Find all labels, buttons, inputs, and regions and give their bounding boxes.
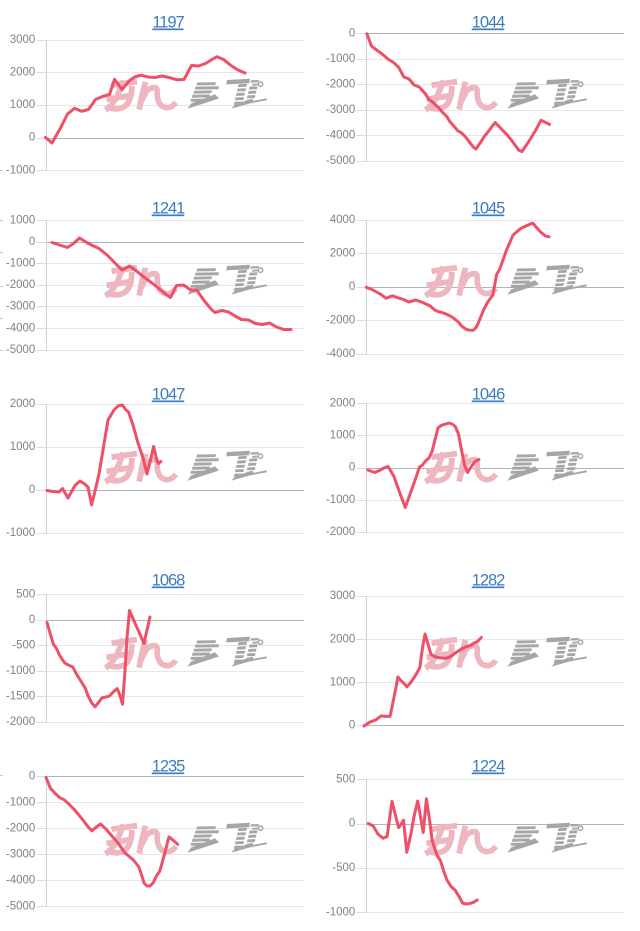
svg-text:1045: 1045	[472, 200, 505, 218]
svg-text:-2000: -2000	[326, 79, 355, 91]
svg-text:0: 0	[349, 462, 355, 474]
svg-text:0: 0	[29, 484, 35, 496]
svg-text:0: 0	[349, 281, 355, 293]
svg-text:-2000: -2000	[6, 279, 35, 291]
svg-text:1000: 1000	[330, 430, 356, 442]
svg-text:-2000: -2000	[326, 315, 355, 327]
svg-text:2000: 2000	[10, 398, 36, 410]
svg-text:1000: 1000	[10, 441, 36, 453]
svg-text:1235: 1235	[152, 758, 185, 776]
svg-text:1068: 1068	[152, 572, 185, 590]
svg-text:-4000: -4000	[6, 874, 35, 886]
svg-text:1241: 1241	[152, 200, 185, 218]
svg-text:-1000: -1000	[6, 258, 35, 270]
svg-text:-2000: -2000	[326, 526, 355, 538]
svg-text:3000: 3000	[10, 34, 36, 46]
svg-text:-1000: -1000	[326, 53, 355, 65]
svg-text:-2000: -2000	[6, 716, 35, 728]
svg-text:1224: 1224	[472, 758, 505, 776]
svg-text:-4000: -4000	[326, 130, 355, 142]
svg-text:3000: 3000	[330, 590, 356, 602]
svg-text:1044: 1044	[472, 14, 505, 32]
svg-text:-1000: -1000	[326, 906, 355, 918]
svg-text:-3000: -3000	[326, 104, 355, 116]
svg-text:500: 500	[336, 773, 355, 785]
svg-text:-4000: -4000	[6, 322, 35, 334]
svg-text:-1000: -1000	[326, 494, 355, 506]
svg-text:2000: 2000	[330, 247, 356, 259]
svg-text:2000: 2000	[330, 397, 356, 409]
svg-text:0: 0	[349, 818, 355, 830]
svg-text:-1000: -1000	[6, 527, 35, 539]
svg-text:1197: 1197	[152, 14, 184, 32]
svg-text:2000: 2000	[330, 633, 356, 645]
svg-text:0: 0	[29, 236, 35, 248]
svg-text:1000: 1000	[330, 676, 356, 688]
svg-text:-1000: -1000	[6, 796, 35, 808]
svg-text:1282: 1282	[472, 572, 505, 590]
svg-text:-2000: -2000	[6, 822, 35, 834]
svg-text:0: 0	[29, 132, 35, 144]
svg-text:1000: 1000	[10, 214, 36, 226]
svg-text:0: 0	[29, 770, 35, 782]
svg-text:500: 500	[16, 589, 35, 601]
svg-text:-1000: -1000	[6, 164, 35, 176]
svg-text:1047: 1047	[152, 386, 185, 404]
svg-text:-500: -500	[12, 640, 35, 652]
svg-text:-5000: -5000	[326, 155, 355, 167]
svg-text:-3000: -3000	[6, 848, 35, 860]
svg-text:-1500: -1500	[6, 691, 35, 703]
svg-text:-4000: -4000	[326, 348, 355, 360]
svg-text:2000: 2000	[10, 67, 36, 79]
svg-text:-5000: -5000	[6, 344, 35, 356]
svg-text:1000: 1000	[10, 99, 36, 111]
svg-text:-1000: -1000	[6, 665, 35, 677]
svg-text:-5000: -5000	[6, 900, 35, 912]
svg-text:-500: -500	[332, 862, 355, 874]
svg-text:0: 0	[349, 28, 355, 40]
svg-text:0: 0	[29, 614, 35, 626]
svg-text:0: 0	[349, 720, 355, 732]
svg-text:-3000: -3000	[6, 301, 35, 313]
svg-text:1046: 1046	[472, 386, 505, 404]
svg-text:4000: 4000	[330, 214, 356, 226]
